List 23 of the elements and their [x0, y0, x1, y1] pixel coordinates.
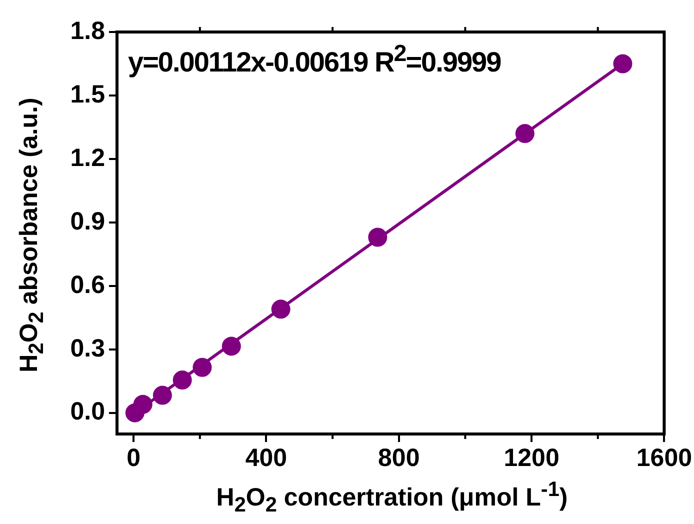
annotation: y=0.00112x-0.00619 R$^{2}$=0.9999: [128, 40, 501, 78]
point: [152, 386, 172, 405]
point: [222, 336, 241, 356]
y-tick-label: 0.3: [70, 334, 105, 362]
y-tick-label: 0.6: [70, 270, 105, 299]
point: [368, 228, 388, 247]
point: [515, 124, 534, 144]
x-tick-label: 400: [245, 444, 288, 472]
y-tick-label: 1.2: [70, 144, 105, 172]
x-tick-label: 1600: [636, 444, 692, 472]
point: [613, 54, 632, 74]
x-tick-label: 800: [378, 444, 420, 472]
y-tick-label: 0.0: [70, 398, 105, 426]
y-tick-label: 0.9: [70, 207, 105, 236]
x-tick-label: 0: [126, 444, 141, 472]
point: [172, 370, 192, 390]
x-tick-label: 1200: [504, 444, 560, 472]
x-axis-title: H$_{2}$O$_{2}$ concertration (μmol L$^{-1}$): [215, 478, 569, 518]
point: [271, 300, 290, 319]
point: [133, 394, 152, 414]
y-tick-label: 1.8: [70, 16, 106, 45]
point: [192, 358, 212, 377]
y-tick-label: 1.5: [70, 80, 106, 108]
